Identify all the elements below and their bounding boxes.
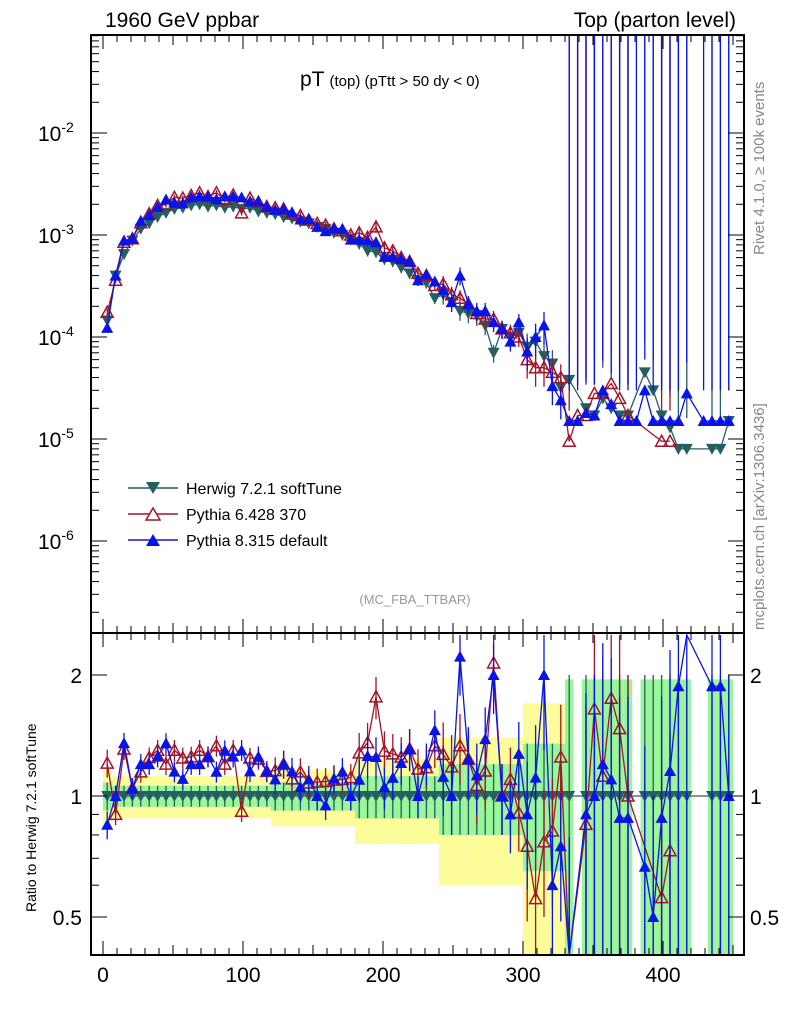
ratio-point — [512, 747, 525, 759]
ratio-point — [108, 806, 123, 821]
ratio-point — [452, 738, 468, 752]
legend-item-pythia6: Pythia 6.428 370 — [128, 506, 306, 524]
y-tick-label: 10-4 — [38, 323, 74, 350]
ratio-point — [351, 745, 367, 759]
y-tick-label: 10-2 — [38, 119, 74, 146]
ratio-point — [217, 756, 233, 770]
x-tick-label: 200 — [365, 964, 400, 987]
data-point — [511, 329, 527, 343]
triangle-up-marker-icon — [146, 534, 160, 546]
data-point — [561, 433, 577, 448]
ratio-ylabel: Ratio to Herwig 7.2.1 softTune — [23, 723, 39, 912]
ratio-point — [99, 755, 115, 769]
legend-label: Pythia 6.428 370 — [186, 507, 306, 524]
data-point — [368, 219, 384, 233]
series-line — [106, 203, 730, 450]
ratio-point — [554, 840, 567, 852]
data-point — [234, 205, 249, 219]
ratio-tick-label-right: 0.5 — [750, 907, 779, 930]
y-tick-label: 10-6 — [38, 527, 74, 554]
title-main: pT — [300, 68, 325, 91]
mcplots-label: mcplots.cern.ch [arXiv:1306.3436] — [751, 403, 768, 630]
data-point — [101, 315, 114, 327]
ratio-point — [487, 668, 500, 680]
triangle-down-marker-icon — [146, 482, 160, 494]
ratio-line — [106, 662, 671, 956]
ratio-point — [209, 738, 224, 752]
ratio-point — [167, 742, 182, 756]
data-point — [553, 370, 569, 384]
series-line — [106, 195, 729, 422]
legend-label: Pythia 8.315 default — [186, 533, 328, 550]
ratio-point — [158, 756, 174, 770]
ratio-point — [511, 805, 527, 819]
ratio-point — [118, 737, 130, 749]
data-point — [452, 290, 468, 304]
triangle-up-open-marker-icon — [144, 506, 162, 521]
header-left: 1960 GeV ppbar — [105, 9, 259, 32]
x-tick-label: 0 — [97, 964, 109, 987]
ratio-point — [528, 891, 543, 905]
ratio-tick-label-left: 0.5 — [53, 907, 82, 930]
ratio-tick-label-right: 2 — [750, 665, 762, 688]
ratio-tick-label-left: 2 — [70, 665, 82, 688]
legend-label: Herwig 7.2.1 softTune — [186, 481, 342, 498]
y-tick-label: 10-3 — [38, 221, 74, 248]
series-line — [106, 191, 670, 442]
title-sub: (top) (pTtt > 50 dy < 0) — [330, 73, 480, 90]
ratio-tick-label-left: 1 — [70, 786, 82, 809]
x-tick-label: 300 — [505, 964, 540, 987]
legend-item-pythia8: Pythia 8.315 default — [128, 533, 328, 550]
legend-item-herwig: Herwig 7.2.1 softTune — [128, 481, 342, 498]
analysis-tag: (MC_FBA_TTBAR) — [359, 592, 470, 607]
ratio-point — [428, 724, 441, 736]
data-marks — [99, 35, 735, 956]
x-tick-label: 100 — [225, 964, 260, 987]
y-tick-label: 10-5 — [38, 425, 74, 452]
ratio-point — [454, 650, 466, 662]
ratio-point — [377, 743, 392, 757]
ratio-point — [368, 689, 384, 703]
data-point — [603, 375, 619, 390]
ratio-line — [106, 632, 730, 956]
x-tick-label: 400 — [645, 964, 680, 987]
ratio-frame — [90, 632, 745, 956]
header-right: Top (parton level) — [574, 9, 736, 32]
ratio-point — [234, 803, 249, 817]
data-point — [612, 390, 627, 405]
series-2 — [101, 35, 735, 956]
rivet-label: Rivet 4.1.0, ≥ 100k events — [751, 82, 768, 255]
ratio-tick-label-right: 1 — [750, 786, 762, 809]
axes: 0 100 200 300 400 10-2 10-3 10-4 10-5 10-6 2 2 1 1 0.5… — [38, 34, 779, 987]
chart-title: pT (top) (pTtt > 50 dy < 0) — [300, 68, 480, 91]
ratio-point — [538, 668, 550, 680]
ratio-point — [536, 834, 552, 848]
legend: Herwig 7.2.1 softTune Pythia 6.428 370 P… — [128, 481, 342, 550]
